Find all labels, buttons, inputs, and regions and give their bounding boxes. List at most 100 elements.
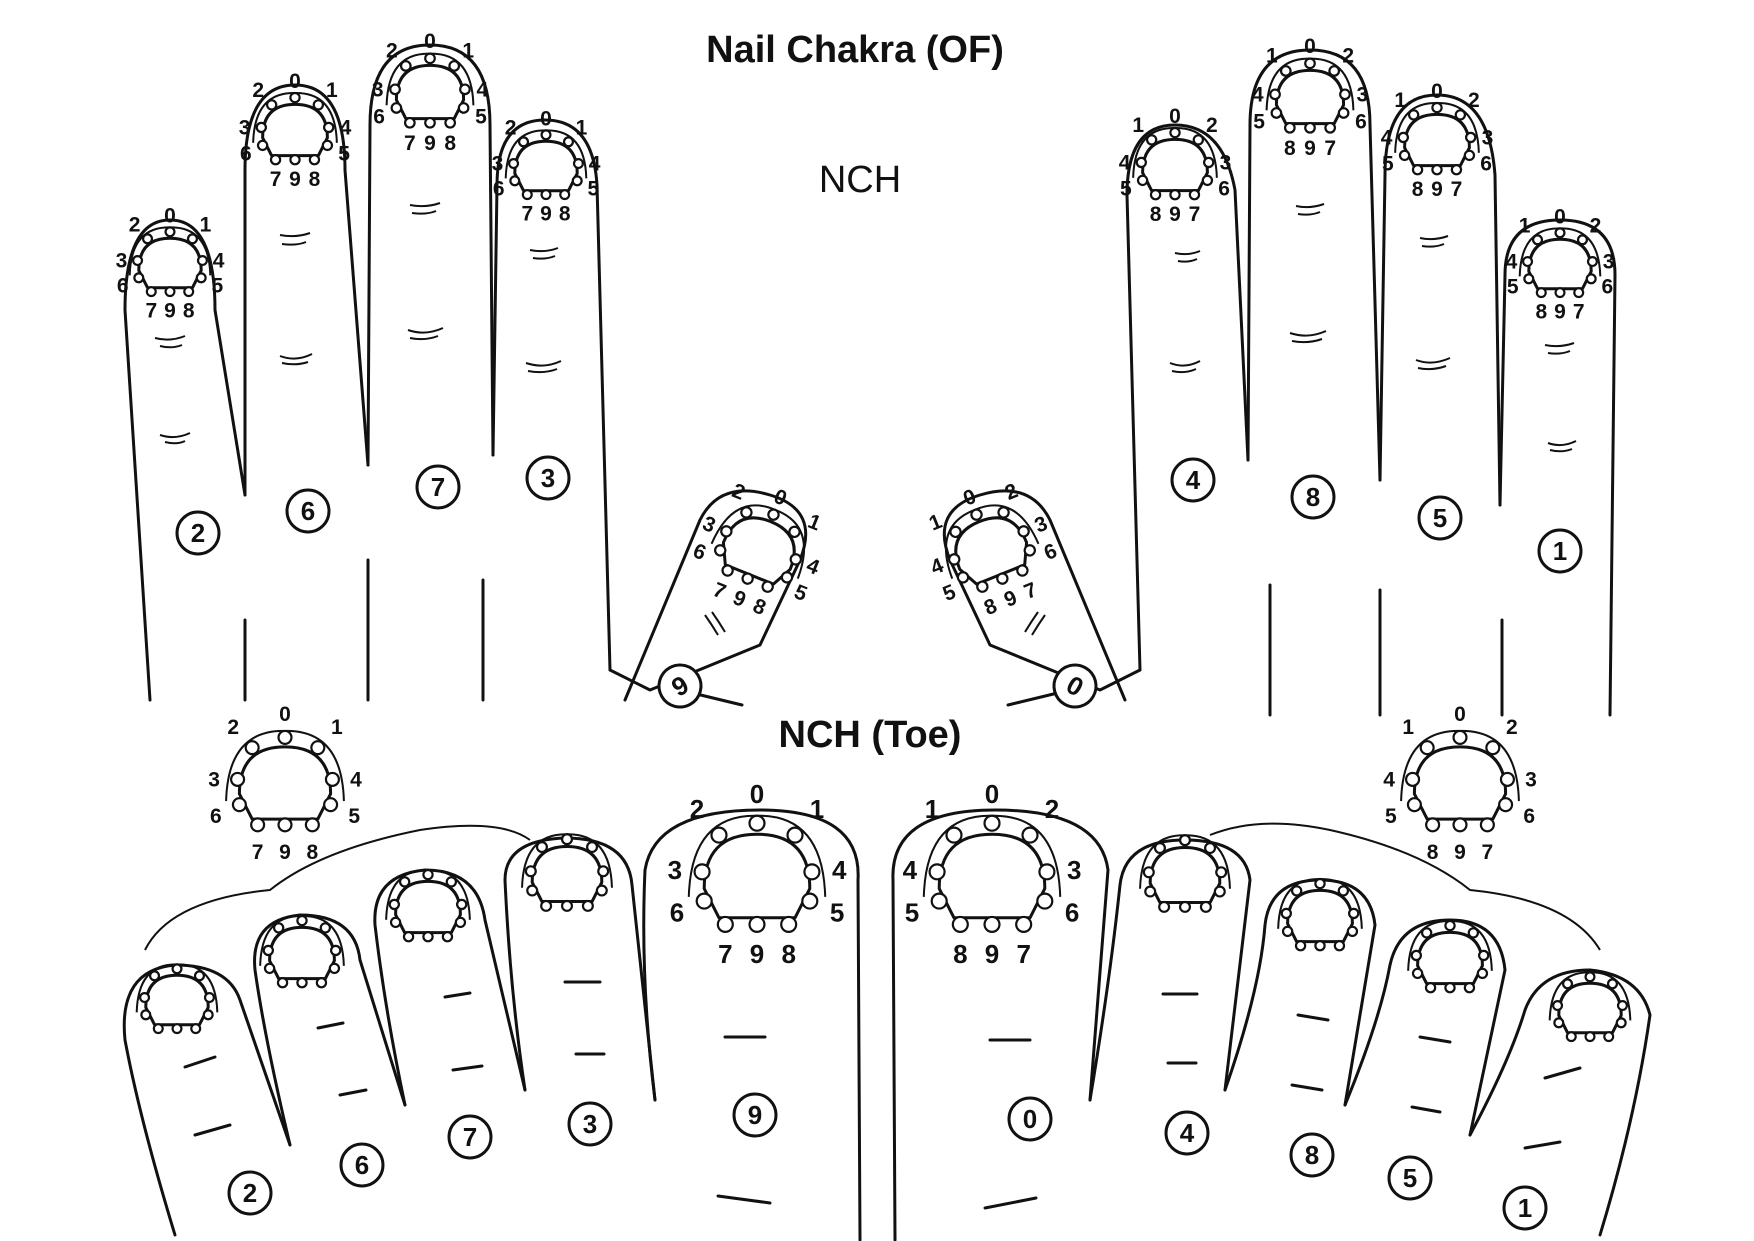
nail-point <box>1479 817 1495 833</box>
nail-point-label: 3 <box>1525 768 1537 791</box>
nail-point <box>1576 234 1588 246</box>
toe-section-label: NCH (Toe) <box>779 714 962 756</box>
nail-point <box>149 970 161 982</box>
toe-number-label: 9 <box>748 1100 762 1130</box>
nail-point-label: 1 <box>1394 89 1406 112</box>
nail-point <box>945 826 963 844</box>
nail-point-label: 8 <box>953 939 967 969</box>
nail-point <box>1328 65 1341 77</box>
nail-point <box>526 884 539 897</box>
nail-point-label: 5 <box>475 105 487 128</box>
nail-point <box>269 154 282 166</box>
nail-point-label: 1 <box>810 794 824 824</box>
toe-number-circle: 6 <box>339 1142 385 1188</box>
nail-point <box>388 898 400 911</box>
nail-point-label: 6 <box>117 275 129 298</box>
nail-point <box>1314 877 1326 890</box>
nail-point-label: 5 <box>348 805 360 828</box>
nail-point-label: 2 <box>1045 794 1059 824</box>
nail-point <box>997 506 1010 519</box>
finger-number-circle: 2 <box>175 510 221 556</box>
finger-number-label: 8 <box>1306 482 1320 512</box>
finger-number-label: 7 <box>431 472 445 502</box>
nail-point-label: 3 <box>1067 855 1081 885</box>
nail-point <box>740 506 753 519</box>
nail-point <box>1280 907 1292 920</box>
nail-point <box>389 916 402 929</box>
nail-point <box>389 83 401 96</box>
nail-point-label: 9 <box>730 586 749 612</box>
finger-number-label: 3 <box>541 463 555 493</box>
nail-point-label: 7 <box>1573 300 1585 323</box>
finger-number-circle: 6 <box>285 488 331 534</box>
finger-number-circle: 3 <box>525 455 571 501</box>
finger-number-label: 5 <box>1433 503 1447 533</box>
nail-point-label: 3 <box>1482 126 1494 149</box>
nail-point-label: 8 <box>1535 300 1547 323</box>
nail-point <box>1333 940 1346 952</box>
nail-point <box>328 962 341 975</box>
nail-point-label: 5 <box>905 897 919 927</box>
nail-point <box>1290 885 1303 897</box>
nail-point-label: 6 <box>1601 276 1613 299</box>
toe-number-circle: 8 <box>1289 1132 1335 1178</box>
nail-point <box>276 977 289 989</box>
nail-point-label: 0 <box>960 485 979 511</box>
nail-point <box>1450 164 1463 176</box>
nail-point <box>581 899 594 912</box>
nail-point <box>304 817 320 833</box>
nail-point <box>1424 982 1437 994</box>
nail-point <box>164 286 176 298</box>
nail-point <box>1406 797 1422 813</box>
nail-point <box>398 876 411 888</box>
nail-point <box>1425 817 1441 833</box>
nail-point <box>1584 1031 1596 1043</box>
nail-point <box>321 139 334 152</box>
nail-point <box>930 892 948 910</box>
nail-point-label: 0 <box>1454 703 1466 726</box>
nail-point <box>230 771 246 787</box>
nail-point <box>928 863 946 881</box>
nail-point <box>1606 978 1618 990</box>
toe-nail-4 <box>1139 834 1231 913</box>
nail-point <box>1036 892 1054 910</box>
nail-point <box>1398 149 1411 162</box>
nail-point-label: 1 <box>200 214 212 237</box>
nail-point-label: 1 <box>462 40 474 63</box>
nail-point-label: 0 <box>1431 80 1443 103</box>
nail-point <box>1585 273 1597 285</box>
nail-point <box>195 272 207 284</box>
nail-point-label: 1 <box>1132 114 1144 137</box>
finger-number-circle: 9 <box>657 663 703 709</box>
nail-point <box>308 154 321 166</box>
nail-point <box>1616 1000 1628 1012</box>
nail-point <box>250 817 266 833</box>
left-hand <box>123 43 612 702</box>
nail-point-label: 3 <box>668 855 682 885</box>
nail-point <box>202 1009 214 1021</box>
nail-point <box>788 525 801 539</box>
nail-point <box>1021 826 1039 844</box>
nail-point <box>1294 940 1307 952</box>
nail-point <box>164 226 176 238</box>
nail-point <box>193 970 205 982</box>
nail-point-label: 1 <box>331 716 343 739</box>
nail-point <box>1283 121 1296 134</box>
nail-point <box>1411 164 1424 176</box>
nail-point-label: 0 <box>279 703 291 726</box>
nail-point <box>422 868 434 881</box>
toe-number-circle: 0 <box>1007 1096 1053 1142</box>
nail-point <box>1523 273 1535 285</box>
nail-point-label: 5 <box>940 580 960 606</box>
nail-point <box>1153 842 1166 855</box>
nail-point-label: 9 <box>1431 178 1443 201</box>
nail-point-label: 7 <box>404 132 416 155</box>
nail-point <box>244 740 260 756</box>
nail-point <box>540 189 552 201</box>
toe-number-circle: 3 <box>567 1101 613 1147</box>
nail-point-label: 5 <box>211 275 223 298</box>
nail-point <box>1023 544 1036 557</box>
toe-nail-3 <box>521 833 613 912</box>
